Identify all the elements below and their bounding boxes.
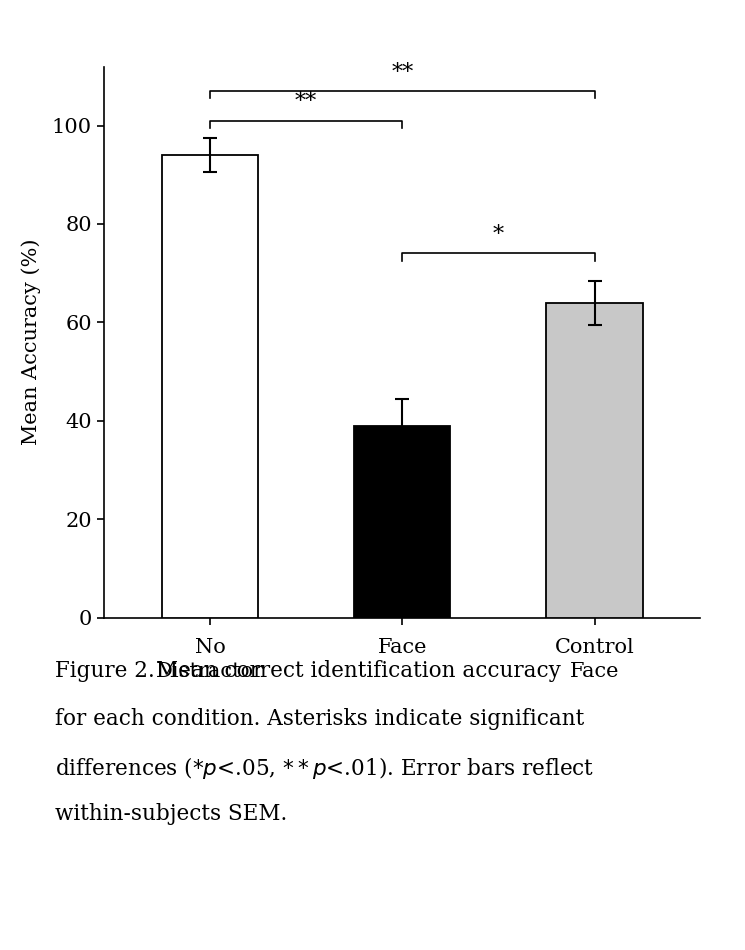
Bar: [354, 426, 451, 618]
Text: *: *: [493, 224, 504, 246]
Bar: [162, 155, 258, 618]
Text: Figure 2.: Figure 2.: [55, 660, 155, 682]
Y-axis label: Mean Accuracy (%): Mean Accuracy (%): [21, 238, 40, 446]
Text: within-subjects SEM.: within-subjects SEM.: [55, 803, 288, 825]
Text: **: **: [295, 91, 317, 113]
Text: **: **: [391, 62, 413, 84]
Text: differences ($*p$<.05, $**p$<.01). Error bars reflect: differences ($*p$<.05, $**p$<.01). Error…: [55, 755, 595, 781]
Text: Mean correct identification accuracy: Mean correct identification accuracy: [156, 660, 560, 682]
Text: for each condition. Asterisks indicate significant: for each condition. Asterisks indicate s…: [55, 708, 584, 730]
Bar: [547, 303, 643, 618]
